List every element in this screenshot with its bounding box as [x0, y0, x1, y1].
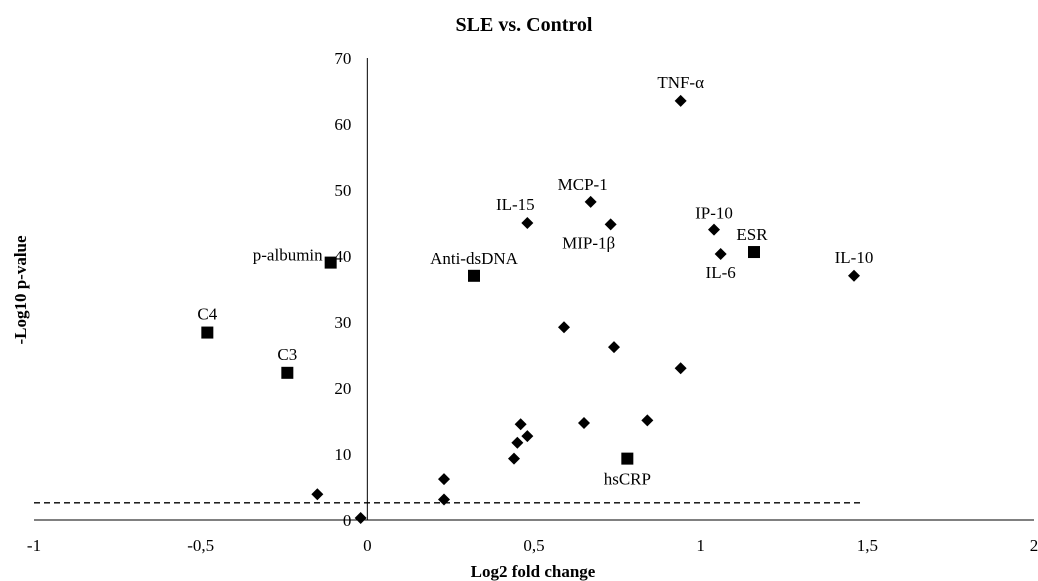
diamond-point: [438, 493, 450, 506]
x-tick-label: 1: [696, 536, 705, 555]
point-label: MIP-1β: [562, 233, 615, 252]
diamond-point: [514, 418, 527, 431]
diamond-point: [714, 248, 727, 261]
square-point: [201, 326, 214, 339]
x-tick-label: 0: [363, 536, 372, 555]
point-label: IL-6: [706, 263, 736, 282]
diamond-point: [311, 488, 324, 501]
x-axis-title: Log2 fold change: [471, 562, 596, 581]
square-point: [324, 256, 337, 269]
diamond-point: [521, 430, 534, 443]
y-tick-label: 20: [334, 379, 351, 398]
diamond-point: [584, 195, 597, 208]
point-label: C4: [197, 305, 217, 324]
square-point: [468, 269, 480, 282]
point-label: hsCRP: [604, 470, 651, 489]
diamond-point: [604, 218, 617, 231]
point-labels: TNF-α MCP-1 IL-15 MIP-1β IP-10 IL-6 IL-10 ESR p-…: [197, 73, 873, 489]
chart-title: SLE vs. Control: [456, 14, 593, 36]
diamond-point: [674, 94, 687, 107]
y-tick-label: 30: [334, 313, 351, 332]
axes: [34, 58, 1034, 521]
y-tick-label: 70: [334, 49, 351, 68]
diamond-point: [608, 341, 620, 354]
diamond-point: [508, 452, 520, 465]
data-points: [201, 94, 860, 525]
point-label: ESR: [736, 225, 768, 244]
y-tick-label: 40: [334, 247, 351, 266]
square-point: [281, 366, 294, 379]
x-tick-label: 0,5: [523, 536, 544, 555]
point-label: TNF-α: [657, 73, 704, 92]
point-label: C3: [277, 345, 297, 364]
diamond-point: [578, 416, 590, 429]
x-tick-label: -0,5: [187, 536, 214, 555]
x-tick-label: -1: [27, 536, 41, 555]
diamond-point: [641, 414, 654, 427]
y-axis-title: -Log10 p-value: [11, 235, 30, 345]
y-tick-label: 60: [334, 115, 351, 134]
point-label: IP-10: [695, 204, 733, 223]
point-label: Anti-dsDNA: [430, 249, 519, 268]
diamond-point: [438, 473, 450, 486]
y-tick-label: 0: [343, 511, 352, 530]
point-label: IL-10: [835, 248, 874, 267]
diamond-point: [708, 223, 720, 236]
point-label: MCP-1: [558, 175, 608, 194]
x-tick-label: 1,5: [857, 536, 878, 555]
x-tick-label: 2: [1030, 536, 1038, 555]
diamond-point: [674, 362, 687, 375]
point-label: IL-15: [496, 195, 535, 214]
diamond-point: [521, 217, 534, 229]
square-point: [621, 452, 634, 465]
diamond-point: [558, 321, 570, 334]
diamond-point: [354, 512, 367, 525]
point-label: p-albumin: [253, 246, 323, 265]
diamond-point: [511, 436, 524, 449]
y-tick-label: 50: [334, 181, 351, 200]
y-tick-label: 10: [334, 445, 351, 464]
square-point: [748, 246, 760, 259]
diamond-point: [848, 269, 860, 282]
